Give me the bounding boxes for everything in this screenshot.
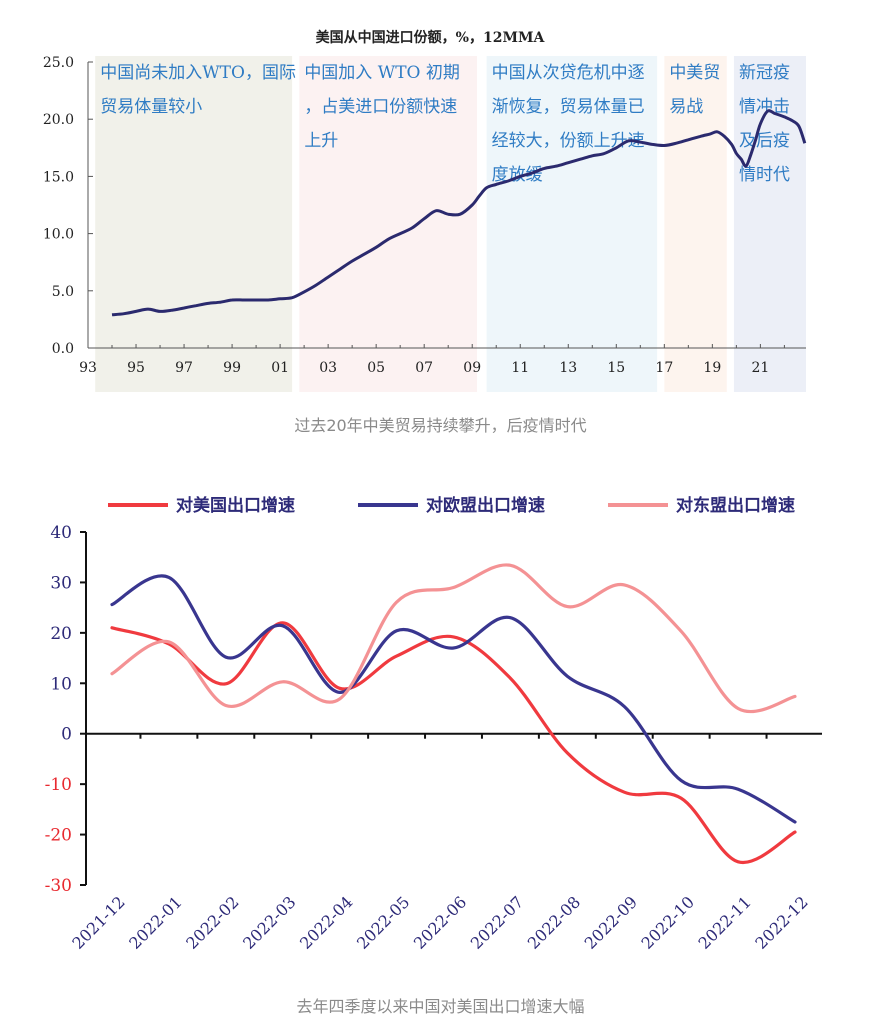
chart1-x-tick-label: 05 bbox=[367, 360, 385, 376]
chart1-x-tick-label: 93 bbox=[79, 360, 97, 376]
legend-label-0: 对美国出口增速 bbox=[176, 495, 295, 516]
chart1-y-tick-label: 0.0 bbox=[52, 341, 74, 357]
chart2-series-line-0 bbox=[110, 621, 797, 865]
chart1-x-tick-label: 07 bbox=[415, 360, 433, 376]
chart2-y-tick-label: -20 bbox=[45, 826, 72, 846]
chart2-y-tick-label: -30 bbox=[45, 876, 72, 896]
chart2-x-tick-label: 2022-02 bbox=[182, 892, 242, 952]
chart2-y-tick-label: 20 bbox=[50, 624, 72, 644]
chart1-y-tick-label: 20.0 bbox=[43, 112, 74, 128]
period-label-0: 中国尚未加入WTO，国际贸易体量较小 bbox=[100, 63, 296, 117]
chart2-x-tick-label: 2021-12 bbox=[68, 892, 128, 952]
chart1-x-tick-label: 15 bbox=[607, 360, 625, 376]
chart1-x-tick-label: 13 bbox=[559, 360, 577, 376]
chart2-x-tick-label: 2022-09 bbox=[581, 892, 641, 952]
chart1-share-line bbox=[111, 109, 807, 317]
chart2-y-tick-label: 10 bbox=[50, 674, 72, 694]
chart2-y-tick-label: -10 bbox=[45, 775, 72, 795]
chart1-x-tick-label: 09 bbox=[463, 360, 481, 376]
legend-label-1: 对欧盟出口增速 bbox=[426, 495, 545, 516]
chart1-x-tick-label: 11 bbox=[511, 360, 529, 376]
chart2-y-tick-label: 30 bbox=[50, 573, 72, 593]
export-growth-chart: 对美国出口增速 对欧盟出口增速 对东盟出口增速 40 30 20 10 0 -10 -20 -30… bbox=[45, 495, 822, 953]
chart2-y-tick-label: 0 bbox=[61, 725, 72, 745]
chart1-x-tick-label: 99 bbox=[223, 360, 241, 376]
period-label-3: 中美贸易战 bbox=[669, 63, 720, 117]
chart2-x-tick-label: 2022-10 bbox=[638, 892, 698, 952]
us-import-share-chart: 美国从中国进口份额，%，12MMA 中国尚未加入WTO，国际贸易体量较小中国加入… bbox=[43, 29, 807, 392]
chart1-x-tick-label: 01 bbox=[271, 360, 289, 376]
chart1-x-tick-label: 95 bbox=[127, 360, 145, 376]
chart2-x-tick-label: 2022-06 bbox=[410, 892, 470, 952]
chart1-y-tick-label: 15.0 bbox=[43, 169, 74, 185]
caption-bottom: 去年四季度以来中国对美国出口增速大幅 bbox=[296, 997, 585, 1016]
chart2-x-tick-label: 2022-12 bbox=[751, 892, 811, 952]
chart2-x-tick-label: 2022-08 bbox=[524, 892, 584, 952]
period-band-2 bbox=[486, 56, 658, 392]
chart1-x-tick-label: 03 bbox=[319, 360, 337, 376]
chart1-x-tick-label: 19 bbox=[703, 360, 721, 376]
chart2-x-tick-label: 2022-01 bbox=[125, 892, 185, 952]
period-label-2: 中国从次贷危机中逐渐恢复，贸易体量已经较大，份额上升速度放缓 bbox=[492, 63, 645, 185]
chart2-x-tick-label: 2022-03 bbox=[239, 892, 299, 952]
chart1-x-tick-label: 21 bbox=[751, 360, 769, 376]
legend-label-2: 对东盟出口增速 bbox=[676, 495, 795, 516]
chart2-series-line-1 bbox=[110, 574, 797, 824]
chart2-x-tick-label: 2022-05 bbox=[353, 892, 413, 952]
chart2-series-line-2 bbox=[110, 563, 797, 714]
chart1-x-tick-label: 97 bbox=[175, 360, 193, 376]
period-label-1: 中国加入 WTO 初期，占美进口份额快速上升 bbox=[304, 63, 460, 151]
chart2-x-tick-label: 2022-11 bbox=[694, 892, 754, 952]
chart1-title: 美国从中国进口份额，%，12MMA bbox=[316, 29, 546, 46]
chart2-x-tick-label: 2022-07 bbox=[467, 892, 527, 952]
period-band-3 bbox=[664, 56, 727, 392]
period-band-0 bbox=[95, 56, 293, 392]
chart1-y-tick-label: 10.0 bbox=[43, 227, 74, 243]
chart2-y-tick-label: 40 bbox=[50, 523, 72, 543]
chart1-y-tick-label: 25.0 bbox=[43, 55, 74, 71]
caption-top: 过去20年中美贸易持续攀升，后疫情时代 bbox=[294, 416, 587, 435]
chart2-x-tick-label: 2022-04 bbox=[296, 892, 356, 952]
period-label-4: 新冠疫情冲击及后疫情时代 bbox=[739, 63, 790, 185]
chart1-y-tick-label: 5.0 bbox=[52, 284, 74, 300]
chart1-x-tick-label: 17 bbox=[655, 360, 673, 376]
period-band-1 bbox=[299, 56, 478, 392]
